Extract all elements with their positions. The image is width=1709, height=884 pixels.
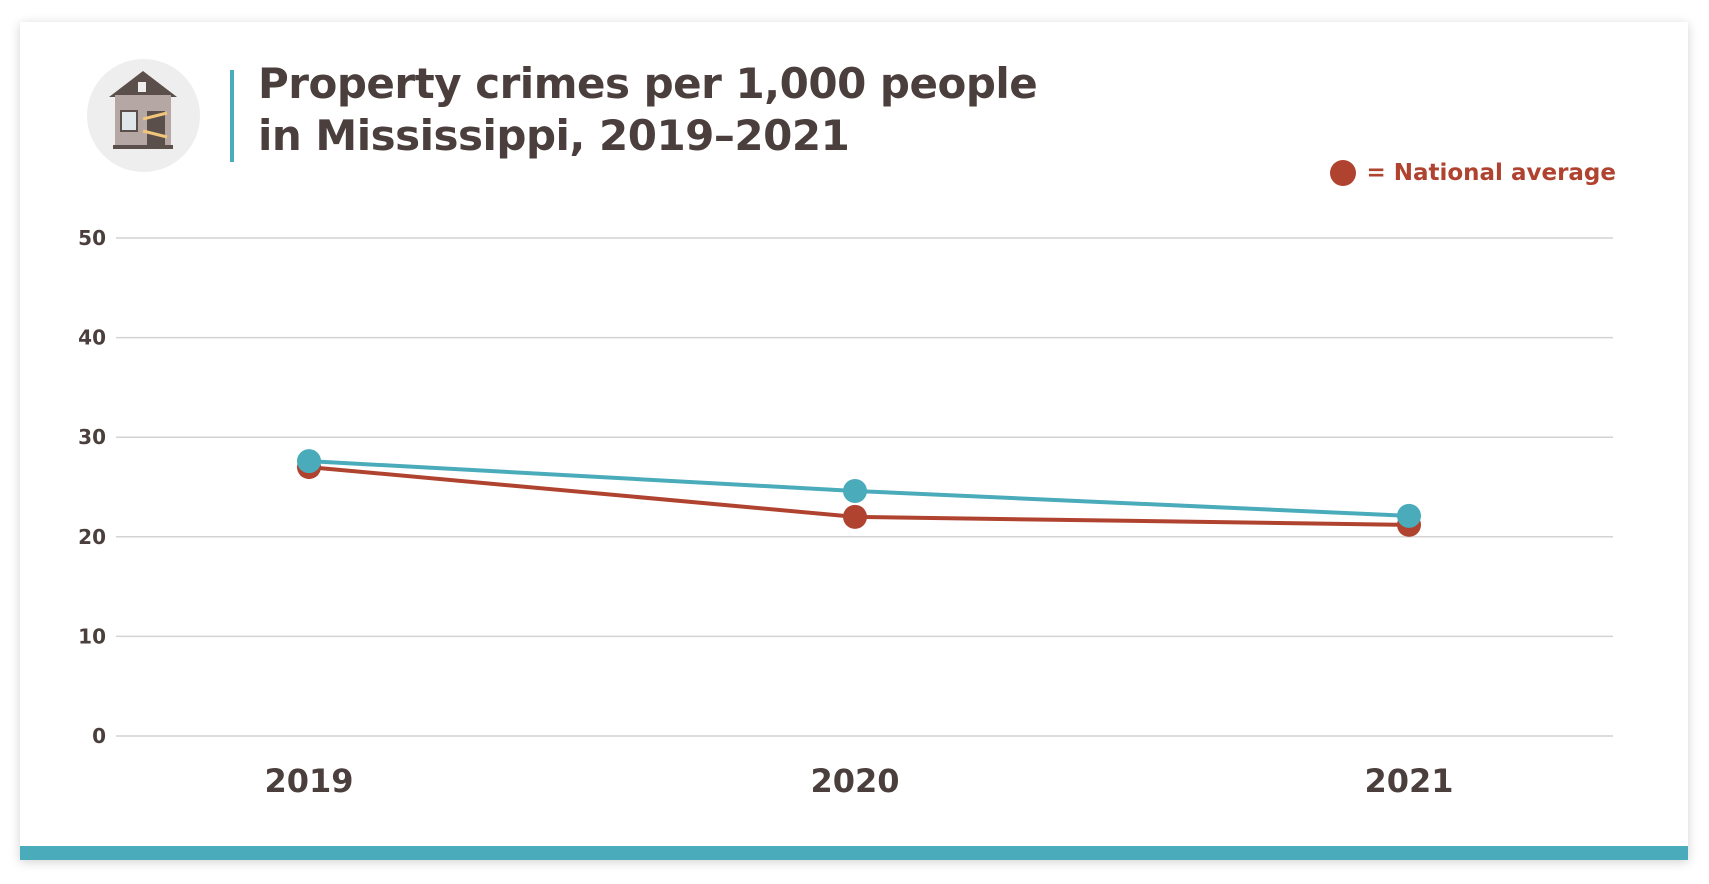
house-icon bbox=[87, 59, 200, 172]
y-tick-label: 50 bbox=[78, 226, 106, 250]
title-line-1: Property crimes per 1,000 people bbox=[258, 59, 1038, 108]
title-line-2: in Mississippi, 2019–2021 bbox=[258, 111, 850, 160]
legend: = National average bbox=[1330, 160, 1616, 186]
x-tick-label: 2020 bbox=[810, 762, 899, 800]
chart-card: Property crimes per 1,000 people in Miss… bbox=[20, 22, 1688, 860]
title-accent-rule bbox=[230, 70, 234, 162]
chart-title: Property crimes per 1,000 people in Miss… bbox=[258, 58, 1038, 162]
x-tick-label: 2019 bbox=[264, 762, 353, 800]
data-point-mississippi bbox=[1397, 503, 1421, 528]
y-tick-label: 0 bbox=[92, 724, 106, 748]
y-tick-label: 10 bbox=[78, 624, 106, 648]
x-tick-label: 2021 bbox=[1364, 762, 1453, 800]
accent-bar bbox=[20, 846, 1688, 860]
y-tick-label: 20 bbox=[78, 525, 106, 549]
y-tick-label: 30 bbox=[78, 425, 106, 449]
y-tick-label: 40 bbox=[78, 326, 106, 350]
legend-marker bbox=[1330, 160, 1357, 186]
data-point-mississippi bbox=[297, 449, 321, 474]
data-point-national-average bbox=[843, 504, 867, 529]
data-point-mississippi bbox=[843, 478, 867, 503]
legend-label: = National average bbox=[1366, 160, 1616, 186]
